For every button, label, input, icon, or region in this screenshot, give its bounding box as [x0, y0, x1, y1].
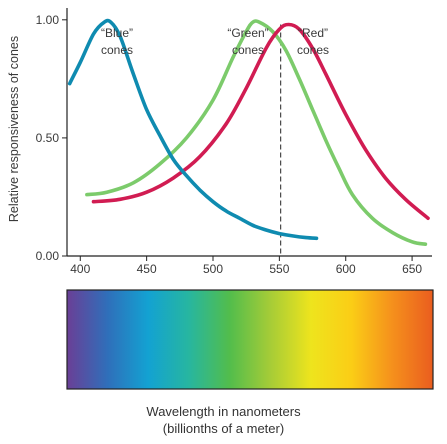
spectrum-bar	[66, 289, 434, 390]
series-group	[67, 18, 430, 246]
x-tick-label: 600	[336, 262, 356, 276]
blue-cones-label-line2: cones	[101, 43, 133, 57]
axes	[66, 8, 432, 257]
green-cones-label-line1: “Green”	[227, 26, 268, 40]
y-tick-label: 1.00	[36, 13, 60, 27]
y-axis-title: Relative responsiveness of cones	[7, 36, 21, 222]
x-tick-label: 400	[70, 262, 90, 276]
x-tick-label: 650	[402, 262, 422, 276]
tick-labels: 400 450 500 550 600 650 0.00 0.50 1.00	[36, 13, 423, 276]
green-cones-curve	[85, 19, 428, 246]
x-axis-label: Wavelength in nanometers	[146, 404, 301, 419]
red-cones-curve	[91, 22, 430, 220]
blue-cones-label-line1: “Blue”	[101, 26, 133, 40]
y-axis-label: Relative responsiveness of cones	[7, 36, 21, 222]
blue-cones-curve	[67, 18, 319, 241]
red-cones-label-line2: cones	[297, 43, 329, 57]
y-tick-label: 0.50	[36, 131, 60, 145]
series-labels: “Blue” cones “Green” cones “Red” cones	[101, 26, 329, 57]
red-cones-label-line1: “Red”	[298, 26, 328, 40]
x-tick-label: 550	[269, 262, 289, 276]
y-tick-label: 0.00	[36, 249, 60, 263]
green-cones-label-line2: cones	[232, 43, 264, 57]
x-tick-label: 500	[203, 262, 223, 276]
x-tick-label: 450	[137, 262, 157, 276]
x-axis-sublabel: (billionths of a meter)	[162, 421, 285, 436]
